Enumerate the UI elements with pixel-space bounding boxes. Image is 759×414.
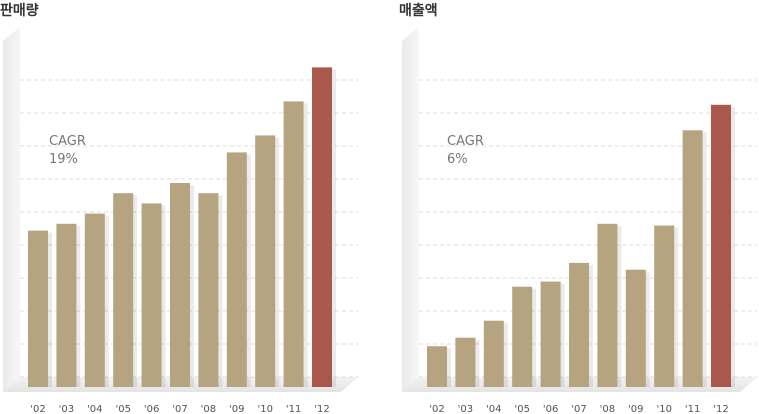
revenue-chart: '02 '03 '04 '05 '06 '07 '08 '09 '10 '11 '12 매출액 CA… (399, 0, 759, 414)
x-tick-label: '12 (314, 404, 329, 414)
bar (84, 213, 105, 387)
x-tick-label: '02 (30, 404, 45, 414)
bar (625, 269, 646, 387)
x-tick-label: '03 (458, 404, 473, 414)
x-tick-label: '07 (172, 404, 187, 414)
x-tick-label: '11 (685, 404, 700, 414)
cagr-value: 19% (49, 152, 78, 167)
bar (597, 223, 618, 387)
x-tick-label: '02 (429, 404, 444, 414)
x-tick-label: '10 (257, 404, 272, 414)
x-tick-label: '04 (486, 404, 501, 414)
cagr-annotation: CAGR 6% (447, 133, 484, 169)
x-tick-label: '09 (628, 404, 643, 414)
x-tick-label: '03 (59, 404, 74, 414)
bar (28, 230, 48, 387)
bar (711, 104, 731, 388)
x-tick-label: '05 (115, 404, 130, 414)
x-tick-label: '09 (229, 404, 244, 414)
bar (682, 130, 703, 388)
x-tick-label: '10 (656, 404, 671, 414)
bar (512, 286, 533, 387)
cagr-value: 6% (447, 152, 468, 167)
revenue-chart-svg: '02 '03 '04 '05 '06 '07 '08 '09 '10 '11 '12 (402, 27, 757, 414)
x-tick-label: '05 (514, 404, 529, 414)
bar (255, 135, 276, 387)
bar (141, 203, 162, 387)
bar (427, 346, 447, 387)
bar (198, 193, 219, 387)
bar (170, 183, 190, 387)
cagr-label: CAGR (447, 134, 484, 149)
sales-volume-chart: '02 '03 '04 '05 '06 '07 '08 '09 '10 '11 '12 판매량 CA… (0, 0, 360, 414)
bar (283, 101, 304, 388)
bar (569, 262, 589, 387)
chart-side-wall (3, 27, 20, 392)
bar (226, 152, 247, 387)
bar (654, 225, 675, 387)
chart-side-wall (402, 27, 419, 392)
x-tick-label: '06 (543, 404, 558, 414)
x-tick-label: '04 (87, 404, 102, 414)
bar (455, 337, 476, 387)
bar (312, 67, 332, 388)
bar (540, 281, 561, 387)
x-tick-label: '07 (571, 404, 586, 414)
cagr-label: CAGR (49, 134, 86, 149)
sales-volume-chart-svg: '02 '03 '04 '05 '06 '07 '08 '09 '10 '11 '12 (3, 27, 358, 414)
x-tick-label: '12 (713, 404, 728, 414)
x-tick-label: '08 (201, 404, 216, 414)
bar (56, 223, 77, 387)
cagr-annotation: CAGR 19% (49, 133, 86, 169)
x-tick-label: '06 (144, 404, 159, 414)
x-tick-label: '08 (600, 404, 615, 414)
chart-title: 매출액 (399, 3, 438, 19)
bar (483, 320, 504, 387)
x-tick-label: '11 (286, 404, 301, 414)
bar (113, 193, 134, 387)
chart-title: 판매량 (0, 3, 39, 19)
